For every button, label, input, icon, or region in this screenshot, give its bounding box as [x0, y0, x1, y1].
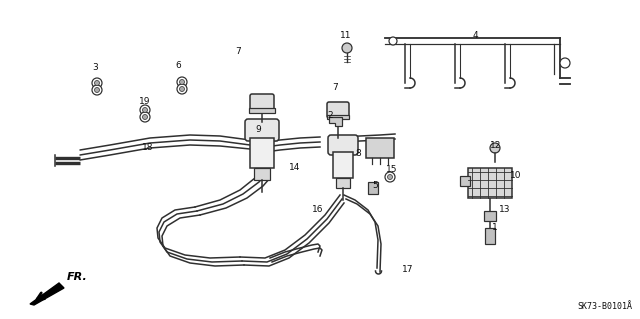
Circle shape: [490, 143, 500, 153]
Text: 4: 4: [472, 31, 478, 40]
Circle shape: [95, 80, 99, 85]
FancyBboxPatch shape: [327, 102, 349, 118]
Bar: [336, 178, 350, 188]
Circle shape: [179, 86, 184, 92]
Bar: [333, 152, 353, 178]
Text: 6: 6: [175, 61, 181, 70]
Circle shape: [179, 79, 184, 85]
Text: 12: 12: [490, 140, 502, 150]
Circle shape: [92, 85, 102, 95]
Bar: [366, 138, 394, 158]
Text: 10: 10: [510, 170, 522, 180]
Text: 13: 13: [499, 205, 511, 214]
Circle shape: [177, 84, 187, 94]
Circle shape: [389, 37, 397, 45]
Bar: [327, 115, 349, 119]
Circle shape: [387, 174, 392, 180]
Bar: [460, 176, 470, 186]
Text: 1: 1: [492, 224, 498, 233]
Text: 14: 14: [289, 164, 301, 173]
Bar: [250, 138, 274, 168]
Text: 11: 11: [340, 31, 352, 40]
Bar: [254, 168, 270, 180]
Text: 7: 7: [235, 48, 241, 56]
Circle shape: [385, 172, 395, 182]
Bar: [484, 211, 496, 221]
Bar: [368, 182, 378, 194]
FancyBboxPatch shape: [328, 135, 358, 155]
FancyBboxPatch shape: [245, 119, 279, 141]
Circle shape: [177, 77, 187, 87]
Text: 3: 3: [92, 63, 98, 72]
Text: FR.: FR.: [67, 272, 88, 282]
Circle shape: [143, 115, 147, 120]
Text: 15: 15: [387, 166, 397, 174]
Circle shape: [92, 78, 102, 88]
Text: 19: 19: [140, 98, 151, 107]
Circle shape: [95, 87, 99, 93]
Text: 5: 5: [372, 181, 378, 189]
Polygon shape: [329, 117, 342, 126]
Bar: [249, 108, 275, 113]
Text: SK73-B0101Å: SK73-B0101Å: [577, 302, 632, 311]
Text: 7: 7: [332, 84, 338, 93]
Circle shape: [143, 108, 147, 113]
Text: 9: 9: [255, 125, 261, 135]
Circle shape: [140, 112, 150, 122]
Text: 2: 2: [327, 110, 333, 120]
FancyBboxPatch shape: [250, 94, 274, 112]
Circle shape: [140, 105, 150, 115]
Text: 17: 17: [403, 265, 413, 275]
Bar: [468, 168, 512, 198]
Text: 18: 18: [142, 144, 154, 152]
Text: 16: 16: [312, 205, 324, 214]
Bar: [485, 228, 495, 244]
Circle shape: [342, 43, 352, 53]
Text: 8: 8: [355, 149, 361, 158]
Circle shape: [560, 58, 570, 68]
Polygon shape: [30, 283, 64, 305]
